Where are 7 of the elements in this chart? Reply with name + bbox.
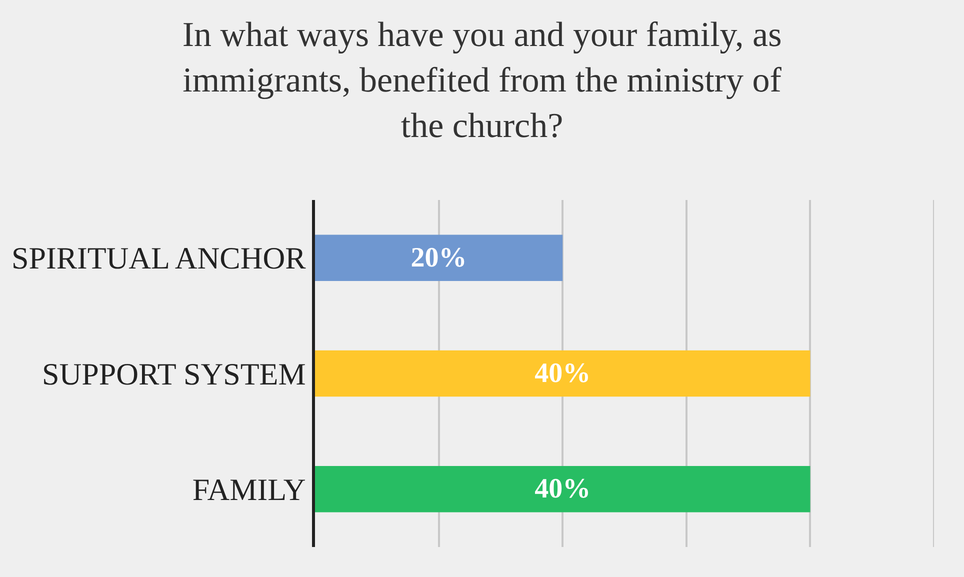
data-label: 40% <box>534 358 591 389</box>
data-label: 40% <box>534 474 591 505</box>
data-label: 20% <box>410 242 467 274</box>
chart-title: In what ways have you and your family, as immigrants, benefited from the ministry of the church? <box>182 15 782 146</box>
y-tick-label: SUPPORT SYSTEM <box>42 356 306 392</box>
y-tick-label: FAMILY <box>192 472 306 508</box>
y-tick-label: SPIRITUAL ANCHOR <box>12 240 306 276</box>
